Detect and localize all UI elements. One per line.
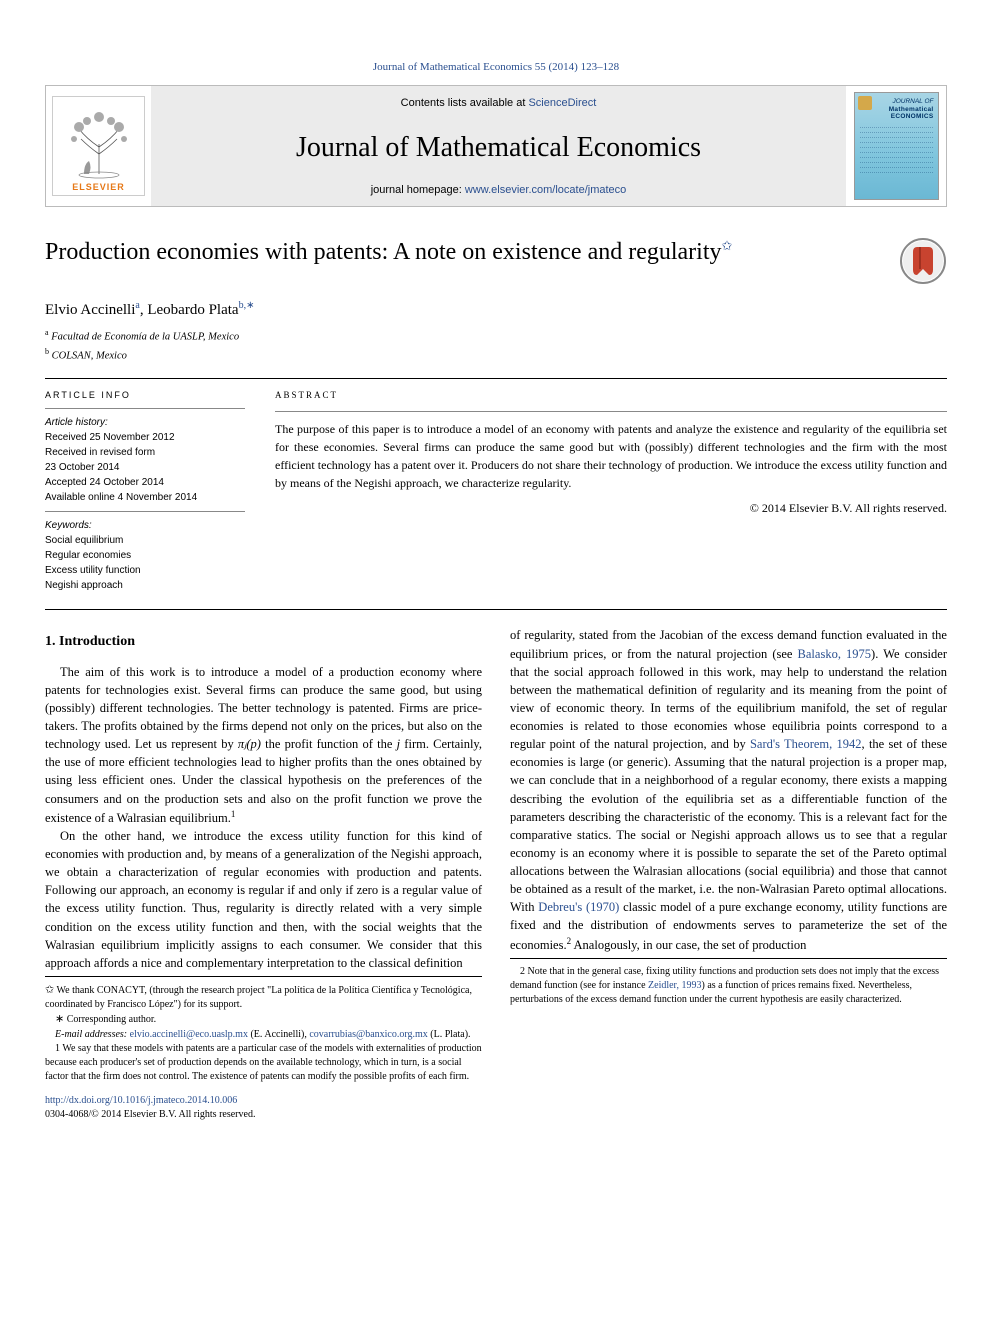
crossmark-badge[interactable] [899,237,947,285]
abstract-heading: ABSTRACT [275,389,947,402]
contents-available: Contents lists available at ScienceDirec… [401,96,597,111]
article-info: ARTICLE INFO Article history: Received 2… [45,389,245,594]
citation-link[interactable]: Journal of Mathematical Economics 55 (20… [373,61,619,73]
para-1: The aim of this work is to introduce a m… [45,663,482,827]
email-2-link[interactable]: covarrubias@banxico.org.mx [309,1029,427,1040]
journal-name: Journal of Mathematical Economics [296,128,701,167]
journal-cover-thumbnail: JOURNAL OF Mathematical ECONOMICS [854,92,939,200]
body-columns: 1. Introduction The aim of this work is … [45,626,947,1121]
copyright: © 2014 Elsevier B.V. All rights reserved… [275,500,947,517]
sciencedirect-link[interactable]: ScienceDirect [528,97,596,109]
doi-link[interactable]: http://dx.doi.org/10.1016/j.jmateco.2014… [45,1095,237,1106]
ref-sard[interactable]: Sard's Theorem, 1942 [750,737,862,751]
article-info-heading: ARTICLE INFO [45,389,245,403]
section-1-heading: 1. Introduction [45,632,482,652]
abstract: ABSTRACT The purpose of this paper is to… [275,389,947,594]
authors: Elvio Accinellia, Leobardo Platab,∗ [45,299,947,321]
ref-balasko[interactable]: Balasko, 1975 [798,647,872,661]
journal-header: ELSEVIER Contents lists available at Sci… [45,85,947,207]
article-title: Production economies with patents: A not… [45,237,732,268]
title-note-link[interactable]: ✩ [722,238,733,253]
author1-affil-link[interactable]: a [135,300,139,311]
email-1-link[interactable]: elvio.accinelli@eco.uaslp.mx [130,1029,248,1040]
para-2: On the other hand, we introduce the exce… [45,827,482,972]
homepage-link[interactable]: www.elsevier.com/locate/jmateco [465,184,626,196]
cover-cell: JOURNAL OF Mathematical ECONOMICS [846,86,946,206]
doi-block: http://dx.doi.org/10.1016/j.jmateco.2014… [45,1094,482,1122]
author-2: Leobardo Plata [147,302,238,318]
ref-zeidler[interactable]: Zeidler, 1993 [648,980,701,991]
abstract-text: The purpose of this paper is to introduc… [275,420,947,492]
elsevier-tree-icon [59,109,139,179]
citation-line: Journal of Mathematical Economics 55 (20… [45,60,947,75]
affiliations: a Facultad de Economía de la UASLP, Mexi… [45,327,947,364]
footnotes-left: ✩ We thank CONACYT, (through the researc… [45,976,482,1084]
ref-debreu[interactable]: Debreu's (1970) [538,900,619,914]
header-center: Contents lists available at ScienceDirec… [151,86,846,206]
journal-homepage: journal homepage: www.elsevier.com/locat… [371,183,627,198]
publisher-logo-cell: ELSEVIER [46,86,151,206]
divider-2 [45,609,947,610]
para-3: of regularity, stated from the Jacobian … [510,626,947,953]
footnotes-right: 2 Note that in the general case, fixing … [510,958,947,1007]
elsevier-logo: ELSEVIER [52,96,145,196]
elsevier-wordmark: ELSEVIER [72,179,125,196]
author2-affil-link[interactable]: b,∗ [239,300,255,311]
author-1: Elvio Accinelli [45,302,135,318]
divider [45,378,947,379]
